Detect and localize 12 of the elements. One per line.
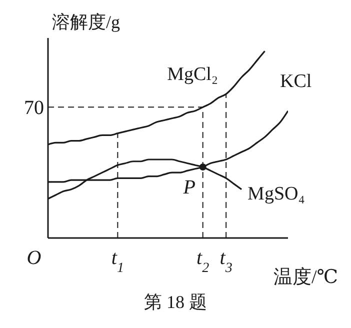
text: O bbox=[26, 247, 42, 269]
x-axis-title: 温度/℃ bbox=[273, 266, 338, 288]
ref-line-label: 70 bbox=[24, 97, 44, 120]
y-axis-title: 溶解度/g bbox=[52, 12, 120, 32]
x-tick-label: t$_{3}$ bbox=[220, 247, 232, 276]
series-label: MgCl₂ bbox=[167, 64, 218, 86]
x-tick-label: t$_{1}$ bbox=[111, 247, 124, 276]
text: 第 18 题 bbox=[143, 291, 208, 314]
series-label: MgSO₄ bbox=[248, 183, 305, 204]
annotation: P bbox=[182, 176, 196, 198]
x-tick-label: t$_{2}$ bbox=[196, 247, 210, 276]
series-label: KCl bbox=[280, 70, 312, 92]
